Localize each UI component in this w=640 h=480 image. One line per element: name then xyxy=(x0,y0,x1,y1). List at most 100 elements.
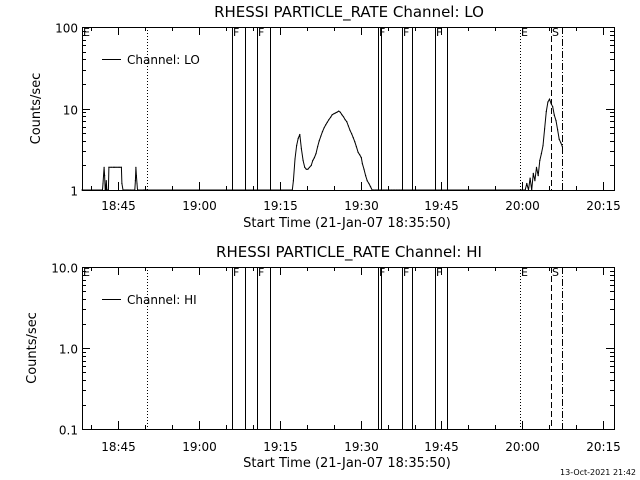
data-point xyxy=(120,166,122,168)
data-point xyxy=(378,189,380,191)
data-point xyxy=(529,177,531,179)
data-point xyxy=(561,146,564,148)
data-point xyxy=(526,182,528,185)
y-axis-label: Counts/sec xyxy=(29,73,44,145)
data-point xyxy=(553,114,555,116)
data-point xyxy=(359,154,361,156)
chart-title: RHESSI PARTICLE_RATE Channel: HI xyxy=(216,243,482,262)
data-point xyxy=(325,124,327,126)
data-point xyxy=(108,166,110,168)
x-tick-label: 20:15 xyxy=(586,199,621,213)
data-point xyxy=(134,189,136,191)
data-point xyxy=(397,189,399,191)
data-point xyxy=(558,138,560,140)
data-point xyxy=(302,159,304,162)
data-point xyxy=(113,166,115,168)
data-point xyxy=(349,129,351,131)
data-point xyxy=(342,116,345,118)
data-point xyxy=(386,189,388,191)
data-point xyxy=(341,114,343,116)
data-point xyxy=(106,189,108,191)
data-point xyxy=(107,189,109,191)
x-axis-label: Start Time (21-Jan-07 18:35:50) xyxy=(243,216,451,231)
data-point xyxy=(338,110,340,112)
data-point xyxy=(545,110,547,113)
data-point xyxy=(560,142,562,144)
data-point xyxy=(389,189,391,191)
data-point xyxy=(535,166,538,168)
data-point xyxy=(103,166,105,168)
flag-label: E xyxy=(83,26,90,39)
data-point xyxy=(366,180,368,182)
y-tick-label: 100 xyxy=(55,22,78,36)
x-tick-label: 19:45 xyxy=(424,199,459,213)
legend-label: Channel: LO xyxy=(127,53,200,67)
data-point xyxy=(121,182,123,185)
legend-label: Channel: HI xyxy=(127,293,197,307)
data-point xyxy=(136,182,138,185)
data-point xyxy=(557,129,559,131)
data-point xyxy=(138,189,140,191)
data-point xyxy=(360,157,362,159)
data-point xyxy=(346,121,348,123)
data-point xyxy=(379,189,381,191)
flag-label: F xyxy=(258,26,264,39)
data-point xyxy=(104,175,106,177)
data-point xyxy=(297,137,299,139)
y-tick-label: 1 xyxy=(70,185,78,199)
data-point xyxy=(365,175,367,177)
chart-title: RHESSI PARTICLE_RATE Channel: LO xyxy=(214,3,484,22)
y-tick-label: 10 xyxy=(63,104,78,118)
data-point xyxy=(357,151,359,153)
flag-label: F xyxy=(403,266,409,279)
data-point xyxy=(374,189,376,191)
data-point xyxy=(123,189,125,191)
data-point xyxy=(395,189,397,191)
data-point xyxy=(312,159,314,162)
flag-label: S xyxy=(552,26,559,39)
x-tick-label: 18:45 xyxy=(101,440,136,454)
data-point xyxy=(101,189,104,191)
data-point xyxy=(339,111,341,113)
data-point xyxy=(384,189,386,191)
data-point xyxy=(351,133,353,135)
data-point xyxy=(129,189,132,191)
x-tick-label: 19:15 xyxy=(263,199,298,213)
flag-label: F xyxy=(436,266,442,279)
data-point xyxy=(368,182,370,185)
flag-label: E xyxy=(521,26,528,39)
data-point xyxy=(320,135,322,137)
flag-label: E xyxy=(83,266,90,279)
data-point xyxy=(333,113,335,115)
data-point xyxy=(323,127,325,129)
data-point xyxy=(548,98,551,100)
data-point xyxy=(347,125,349,127)
data-point xyxy=(146,189,148,191)
data-point xyxy=(392,189,394,191)
data-point xyxy=(300,148,302,150)
flag-label: F xyxy=(258,266,264,279)
flag-label: F xyxy=(379,266,385,279)
data-point xyxy=(126,189,128,191)
data-point xyxy=(400,189,402,191)
data-point xyxy=(326,121,328,123)
x-axis-label: Start Time (21-Jan-07 18:35:50) xyxy=(243,456,451,471)
data-point xyxy=(119,166,121,168)
data-point xyxy=(369,186,372,188)
data-point xyxy=(125,189,127,191)
data-point xyxy=(334,112,336,114)
y-tick-label: 1.0 xyxy=(59,343,78,357)
y-tick-label: 0.1 xyxy=(59,424,78,438)
data-point xyxy=(105,189,107,191)
x-tick-label: 20:15 xyxy=(586,440,621,454)
data-point xyxy=(354,141,356,143)
data-point xyxy=(296,145,298,147)
x-tick-label: 20:00 xyxy=(505,199,540,213)
data-point xyxy=(136,189,139,191)
data-point xyxy=(336,111,338,113)
data-point xyxy=(394,189,396,191)
data-point xyxy=(534,180,536,182)
data-point xyxy=(352,137,354,139)
